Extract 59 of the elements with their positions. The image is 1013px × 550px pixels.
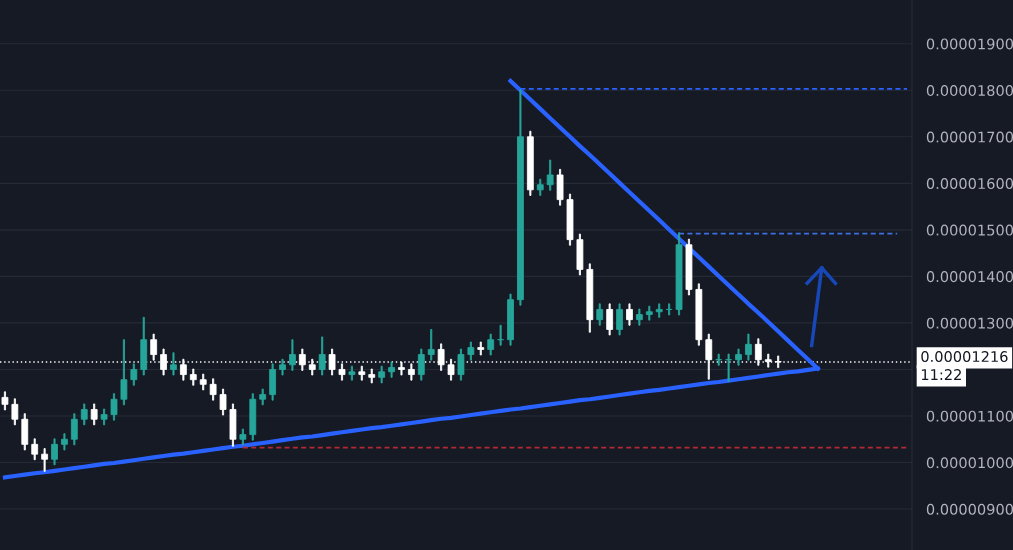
candlestick xyxy=(51,438,58,466)
candlestick xyxy=(219,388,227,416)
candlestick xyxy=(566,193,574,246)
candlestick xyxy=(596,303,604,326)
candlestick xyxy=(645,305,653,321)
candlestick xyxy=(477,341,485,356)
y-tick-label: 0.00001600 xyxy=(926,178,1013,190)
candlestick xyxy=(289,339,296,371)
candlestick xyxy=(715,353,723,366)
candlestick xyxy=(358,365,366,381)
candlestick xyxy=(427,329,435,361)
y-tick-label: 0.00001800 xyxy=(926,84,1013,97)
candlestick xyxy=(120,339,128,406)
candlestick xyxy=(348,365,356,381)
candlestick xyxy=(576,233,584,276)
candlestick xyxy=(61,433,68,451)
y-tick-label: 0.00001400 xyxy=(926,271,1013,283)
candlestick xyxy=(388,361,395,378)
candlestick xyxy=(655,303,663,318)
y-tick-label: 0.00001100 xyxy=(926,410,1013,422)
candlestick xyxy=(745,333,752,361)
candlestick xyxy=(735,348,742,366)
candlestick xyxy=(328,348,336,376)
candlestick xyxy=(626,303,633,326)
y-tick-label: 0.00001500 xyxy=(926,224,1013,236)
candlestick xyxy=(665,303,673,316)
candlestick xyxy=(41,448,48,472)
candlestick xyxy=(725,353,732,382)
y-tick-label: 0.00001700 xyxy=(926,131,1013,143)
candlestick xyxy=(457,348,465,381)
candlestick xyxy=(279,358,286,376)
candlestick xyxy=(239,428,247,446)
candlestick xyxy=(110,393,118,421)
candlestick xyxy=(1,391,9,411)
candlestick xyxy=(675,232,683,316)
candlestick xyxy=(685,238,693,296)
candlestick xyxy=(536,178,544,196)
candlestick xyxy=(378,365,386,384)
text: 11:22 xyxy=(921,369,961,380)
y-tick-label: 0.00001300 xyxy=(926,317,1013,329)
candlestick xyxy=(298,348,306,371)
candlestick xyxy=(199,373,207,391)
candlestick xyxy=(636,308,643,326)
candlestick xyxy=(497,324,504,346)
candlestick xyxy=(556,168,564,206)
y-tick-label: 0.00001900 xyxy=(926,38,1013,50)
candlestick xyxy=(140,316,148,376)
ref-line-label: 0.00001216 xyxy=(921,351,1008,363)
candlestick xyxy=(368,368,376,384)
candlestick xyxy=(189,368,197,386)
y-tick-label: 0.00000900 xyxy=(926,503,1013,515)
candlestick xyxy=(80,403,88,426)
candlestick xyxy=(259,388,267,406)
candlestick xyxy=(31,438,39,461)
candlestick xyxy=(487,333,495,356)
candlestick xyxy=(229,403,237,447)
y-tick-label: 0.00001000 xyxy=(926,457,1013,469)
candlestick xyxy=(100,408,108,426)
candlestick xyxy=(170,352,177,376)
